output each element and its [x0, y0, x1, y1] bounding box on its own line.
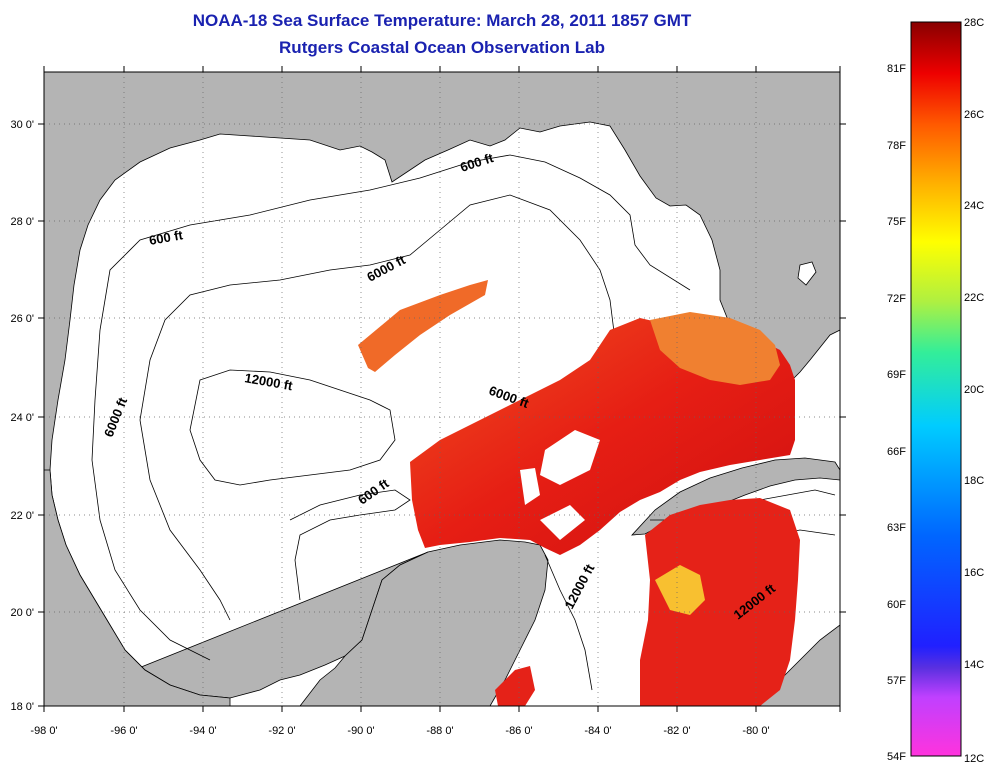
celsius-label: 24C [964, 200, 984, 212]
lon-label: -90 0' [347, 725, 374, 737]
sst-data [358, 280, 800, 706]
land-masses [44, 72, 840, 706]
fahrenheit-label: 69F [887, 369, 906, 381]
fahrenheit-label: 72F [887, 293, 906, 305]
sst-patch-small [495, 666, 535, 706]
fahrenheit-label: 54F [887, 751, 906, 763]
sst-patch-south [640, 498, 800, 706]
celsius-label: 12C [964, 753, 984, 765]
lon-label: -98 0' [30, 725, 57, 737]
celsius-label: 20C [964, 384, 984, 396]
map-title: NOAA-18 Sea Surface Temperature: March 2… [192, 11, 692, 30]
contour-label: 600 ft [148, 227, 185, 248]
lon-label: -94 0' [189, 725, 216, 737]
graticule [44, 72, 840, 706]
lon-label: -92 0' [268, 725, 295, 737]
lon-label: -80 0' [742, 725, 769, 737]
lat-label: 30 0' [10, 119, 34, 131]
map-border [43, 71, 841, 707]
fahrenheit-label: 81F [887, 63, 906, 75]
colorbar-fahrenheit-labels: 81F 78F 75F 72F 69F 66F 63F 60F 57F 54F [887, 63, 906, 763]
fahrenheit-label: 78F [887, 140, 906, 152]
lon-label: -82 0' [663, 725, 690, 737]
fahrenheit-label: 57F [887, 675, 906, 687]
map-subtitle: Rutgers Coastal Ocean Observation Lab [279, 38, 605, 57]
celsius-label: 18C [964, 475, 984, 487]
lon-label: -96 0' [110, 725, 137, 737]
sst-patch-upper [358, 280, 488, 372]
sst-patch-orange [650, 312, 780, 385]
fahrenheit-label: 60F [887, 599, 906, 611]
latitude-labels: 30 0' 28 0' 26 0' 24 0' 22 0' 20 0' 18 0… [10, 119, 34, 713]
lon-label: -88 0' [426, 725, 453, 737]
celsius-label: 26C [964, 109, 984, 121]
celsius-label: 22C [964, 292, 984, 304]
lat-label: 18 0' [10, 701, 34, 713]
lon-label: -84 0' [584, 725, 611, 737]
lon-label: -86 0' [505, 725, 532, 737]
lat-label: 20 0' [10, 607, 34, 619]
lat-label: 22 0' [10, 510, 34, 522]
lat-label: 26 0' [10, 313, 34, 325]
fahrenheit-label: 63F [887, 522, 906, 534]
lat-label: 24 0' [10, 412, 34, 424]
fahrenheit-label: 66F [887, 446, 906, 458]
colorbar [910, 21, 962, 757]
celsius-label: 16C [964, 567, 984, 579]
longitude-labels: -98 0' -96 0' -94 0' -92 0' -90 0' -88 0… [30, 725, 769, 737]
celsius-label: 14C [964, 659, 984, 671]
sst-patch-yellow [655, 565, 705, 615]
colorbar-celsius-labels: 28C 26C 24C 22C 20C 18C 16C 14C 12C [964, 17, 984, 765]
axis-ticks [38, 66, 846, 712]
celsius-label: 28C [964, 17, 984, 29]
lat-label: 28 0' [10, 216, 34, 228]
fahrenheit-label: 75F [887, 216, 906, 228]
